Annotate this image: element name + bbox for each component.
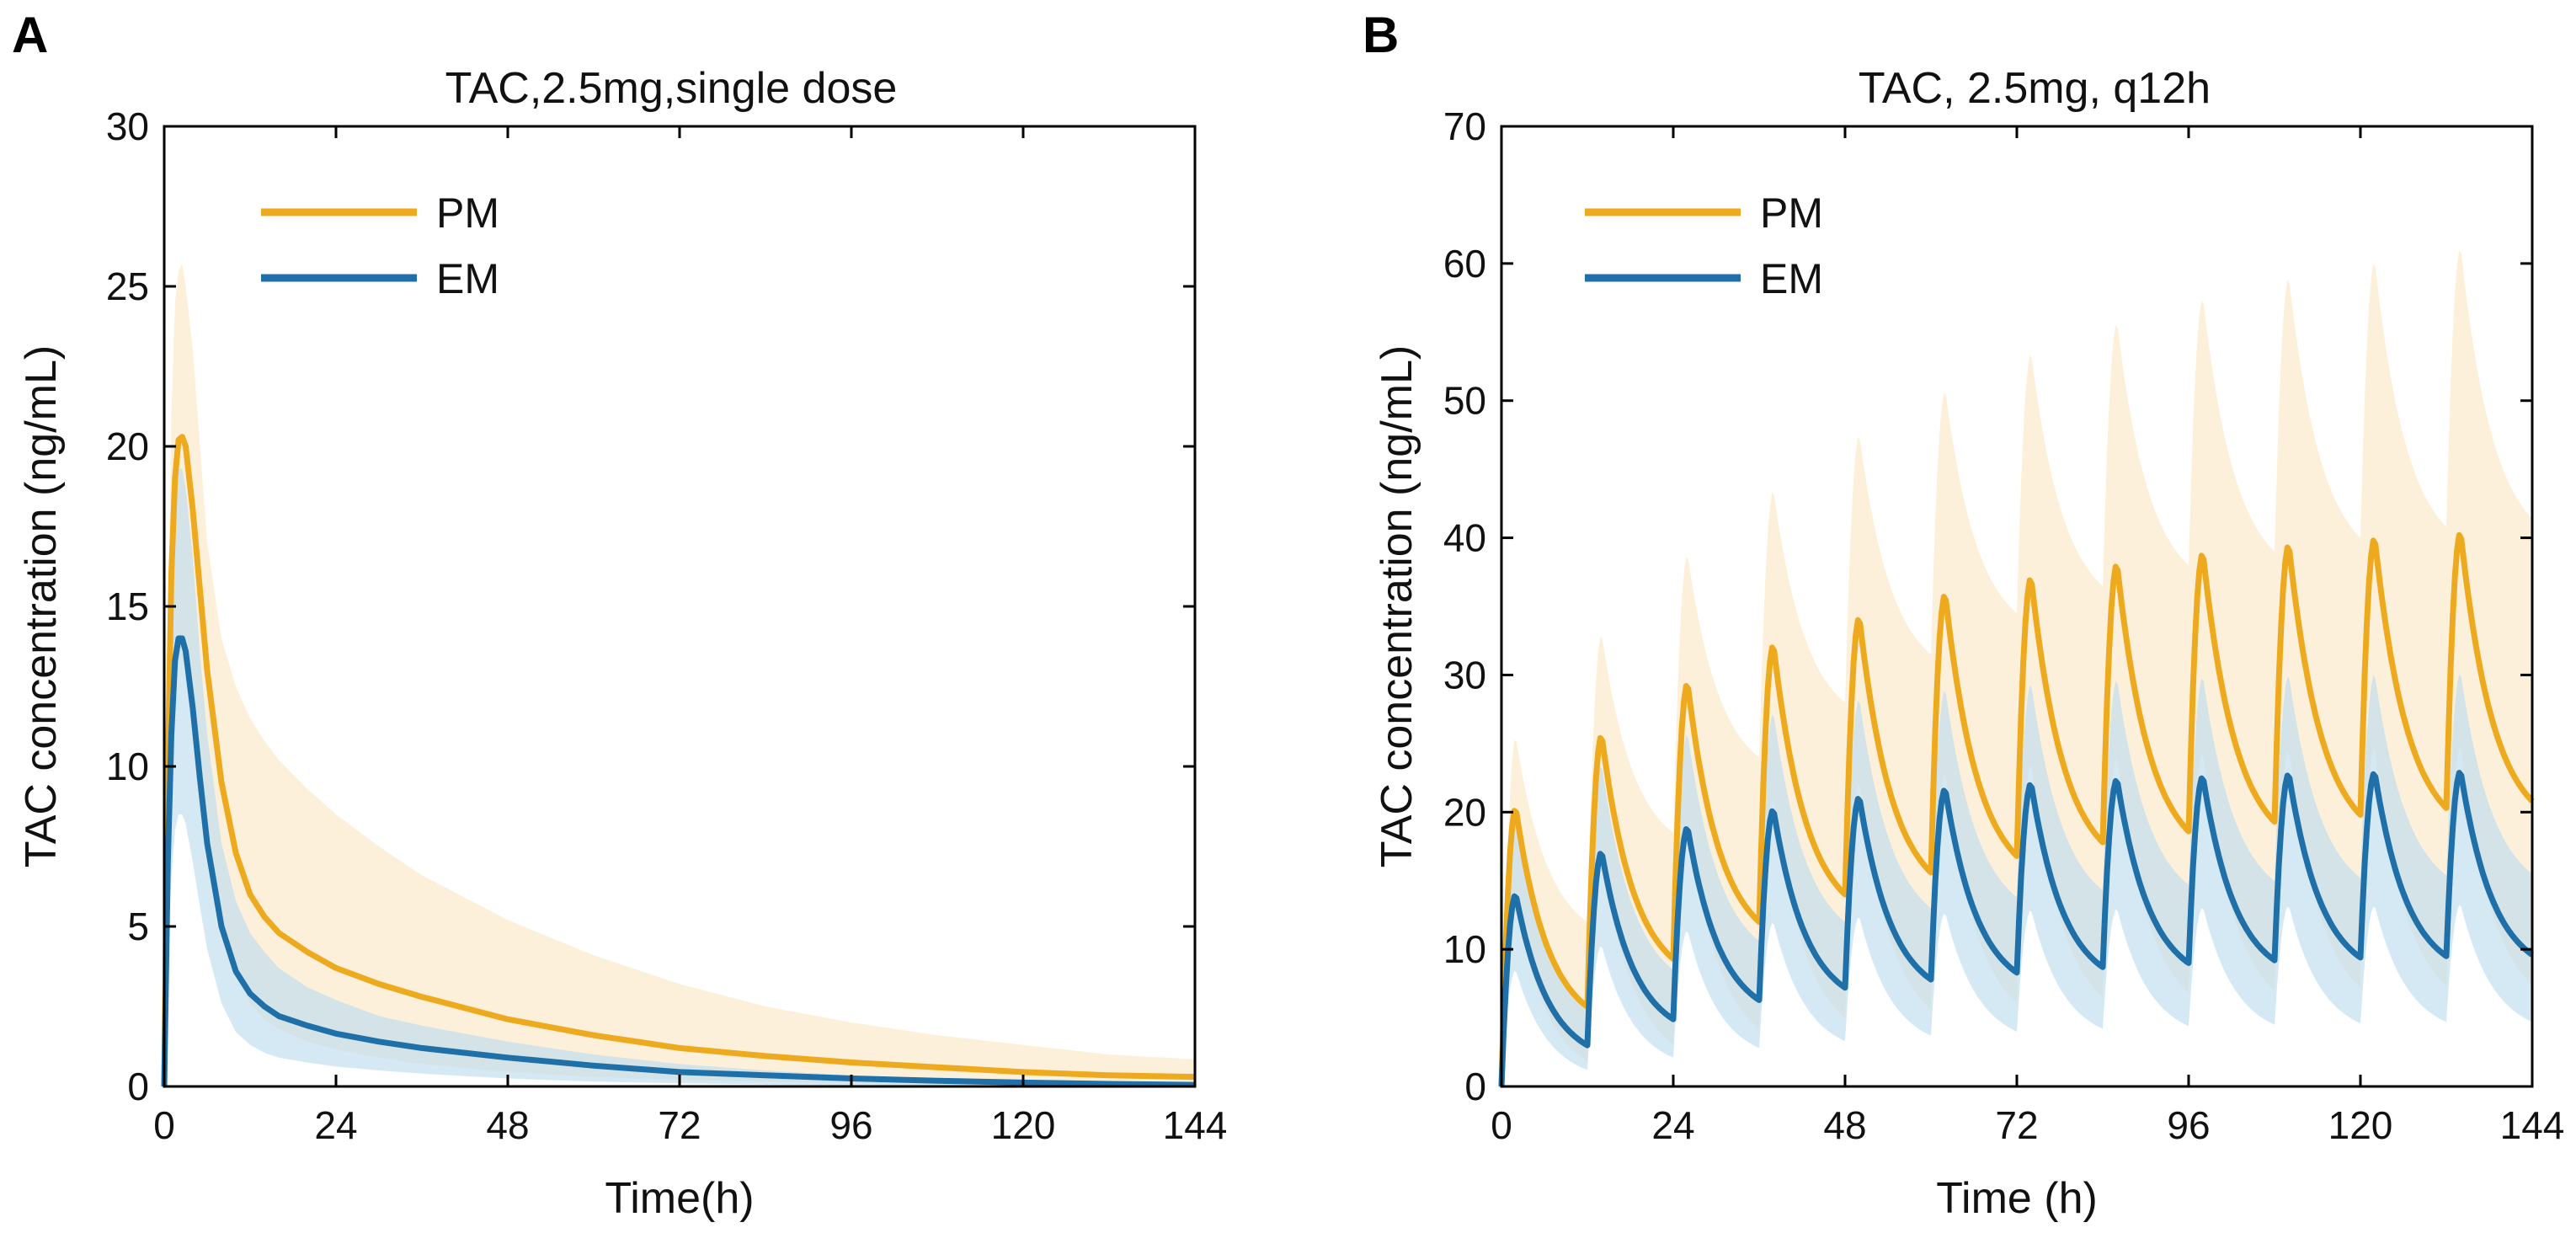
- panel-b-x-tick-label: 144: [2500, 1103, 2565, 1147]
- panel-a-line-em: [161, 635, 1196, 1088]
- panel-b-legend-pm-label: PM: [1760, 189, 1823, 237]
- panel-a-x-ticks: 0 24 48 72 96 120 144: [153, 126, 1227, 1147]
- panel-a-y-tick-label: 20: [106, 424, 149, 468]
- panel-a-line-pm: [161, 434, 1196, 1087]
- panel-b-line-em: [1498, 770, 2535, 1087]
- panel-a-x-tick-label: 0: [153, 1103, 175, 1147]
- panel-a-band-pm: [164, 264, 1195, 1086]
- panel-a-y-tick-label: 15: [106, 584, 149, 628]
- panel-b-x-axis-label: Time (h): [1936, 1174, 2098, 1223]
- panel-b-x-tick-label: 96: [2167, 1103, 2210, 1147]
- panel-b-legend-em-label: EM: [1760, 255, 1823, 302]
- panel-a-y-tick-label: 10: [106, 745, 149, 788]
- panel-b-letter: B: [1363, 7, 1399, 63]
- panel-a-y-tick-label: 25: [106, 264, 149, 308]
- panel-b-legend: PM EM: [1585, 189, 1823, 302]
- panel-a-bands: [164, 264, 1195, 1086]
- panel-b-lines: [1498, 531, 2535, 1087]
- panel-b-x-tick-label: 24: [1651, 1103, 1694, 1147]
- panel-b-y-tick-label: 50: [1443, 379, 1486, 423]
- panel-b-y-tick-label: 30: [1443, 653, 1486, 697]
- panel-b-y-axis-label: TAC concentration (ng/mL): [1373, 345, 1421, 867]
- panel-a-x-tick-label: 96: [829, 1103, 872, 1147]
- panel-b-y-tick-label: 0: [1464, 1065, 1486, 1108]
- panel-b-x-ticks: 0 24 48 72 96 120 144: [1491, 126, 2564, 1147]
- panel-a-x-tick-label: 120: [991, 1103, 1056, 1147]
- panel-a-legend: PM EM: [261, 189, 499, 302]
- panel-b: B TAC, 2.5mg, q12h 0 24 48 72 96 120 144 0 10 20…: [1363, 7, 2564, 1223]
- panel-a-x-tick-label: 24: [314, 1103, 357, 1147]
- panel-a-legend-em-label: EM: [436, 255, 499, 302]
- panel-a-y-axis-label: TAC concentration (ng/mL): [17, 345, 66, 867]
- panel-a-y-tick-label: 5: [127, 905, 149, 948]
- panel-a-x-tick-label: 72: [658, 1103, 701, 1147]
- panel-b-y-tick-label: 10: [1443, 927, 1486, 971]
- panel-a-title: TAC,2.5mg,single dose: [445, 64, 898, 113]
- panel-a-x-axis-label: Time(h): [605, 1174, 754, 1223]
- panel-b-y-tick-label: 70: [1443, 104, 1486, 148]
- panel-b-y-tick-label: 60: [1443, 242, 1486, 286]
- panel-b-x-tick-label: 48: [1823, 1103, 1866, 1147]
- panel-a: A TAC,2.5mg,single dose 0 24 48 72 96 120 144 …: [12, 7, 1227, 1223]
- panel-a-y-tick-label: 0: [127, 1065, 149, 1108]
- panel-b-x-tick-label: 72: [1995, 1103, 2038, 1147]
- panel-b-title: TAC, 2.5mg, q12h: [1859, 64, 2211, 113]
- panel-a-x-tick-label: 144: [1163, 1103, 1228, 1147]
- panel-b-x-tick-label: 0: [1491, 1103, 1512, 1147]
- panel-a-lines: [161, 434, 1196, 1088]
- panel-a-y-tick-label: 30: [106, 104, 149, 148]
- panel-b-x-tick-label: 120: [2328, 1103, 2393, 1147]
- panel-a-x-tick-label: 48: [486, 1103, 529, 1147]
- panel-b-y-tick-label: 20: [1443, 790, 1486, 834]
- panel-a-letter: A: [12, 7, 48, 63]
- panel-a-band-em: [164, 468, 1195, 1086]
- panel-b-y-tick-label: 40: [1443, 516, 1486, 560]
- panel-b-y-ticks: 0 10 20 30 40 50 60 70: [1443, 104, 2532, 1108]
- panel-a-y-ticks: 0 5 10 15 20 25 30: [106, 104, 1195, 1108]
- panel-a-legend-pm-label: PM: [436, 189, 499, 237]
